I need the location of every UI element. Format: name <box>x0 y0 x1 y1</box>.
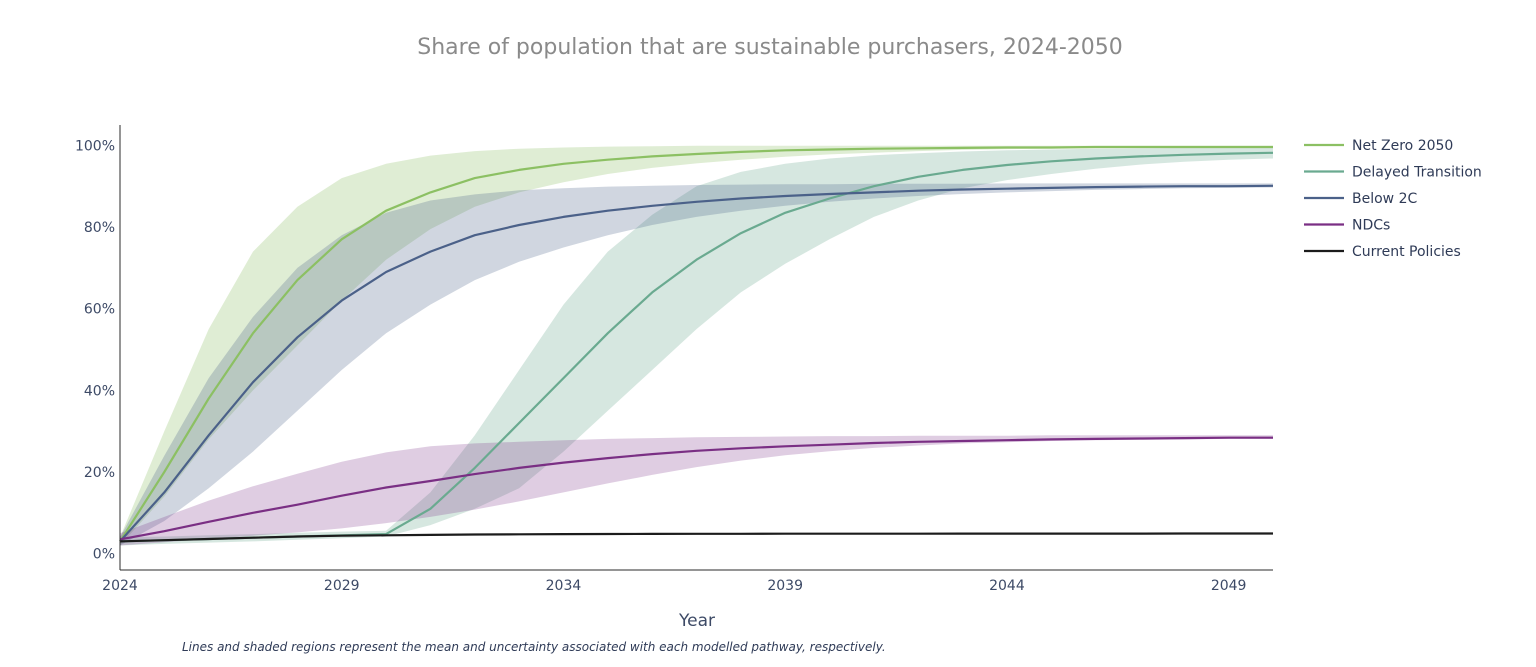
legend-label-delayed-transition: Delayed Transition <box>1352 165 1482 181</box>
legend-label-below-2c: Below 2C <box>1352 191 1417 207</box>
legend-label-ndcs: NDCs <box>1352 218 1390 234</box>
legend-label-net-zero-2050: Net Zero 2050 <box>1352 138 1453 154</box>
line-ndcs <box>119 436 1273 541</box>
legend-label-current-policies: Current Policies <box>1352 244 1461 260</box>
chart-note: Lines and shaded regions represent the m… <box>182 640 886 654</box>
y-tick-label: 40% <box>84 383 115 399</box>
uncertainty-bands <box>120 145 1273 546</box>
axes <box>119 125 1273 571</box>
x-tick-label: 2029 <box>324 578 360 594</box>
line-current-policies <box>119 532 1273 543</box>
y-tick-label: 80% <box>84 220 115 236</box>
x-axis-title: Year <box>678 611 715 631</box>
band-below-2c <box>120 183 1273 546</box>
x-tick-label: 2044 <box>989 578 1025 594</box>
x-tick-label: 2049 <box>1211 578 1247 594</box>
legend: Net Zero 2050 Delayed Transition Below 2C N… <box>1304 138 1482 260</box>
band-delayed-transition <box>120 147 1273 546</box>
x-tick-label: 2039 <box>767 578 803 594</box>
y-tick-label: 60% <box>84 302 115 318</box>
line-net-zero-2050 <box>119 145 1273 542</box>
chart-title: Share of population that are sustainable… <box>417 35 1123 60</box>
y-tick-label: 100% <box>75 138 115 154</box>
y-tick-label: 20% <box>84 465 115 481</box>
series-lines <box>119 145 1274 543</box>
y-axis-ticks: 0% 20% 40% 60% 80% 100% <box>75 138 115 562</box>
band-ndcs <box>120 435 1273 546</box>
y-tick-label: 0% <box>93 547 115 563</box>
x-tick-label: 2034 <box>546 578 582 594</box>
x-tick-label: 2024 <box>102 578 138 594</box>
line-below-2c <box>119 184 1274 543</box>
x-axis-ticks: 2024 2029 2034 2039 2044 2049 <box>102 578 1246 594</box>
